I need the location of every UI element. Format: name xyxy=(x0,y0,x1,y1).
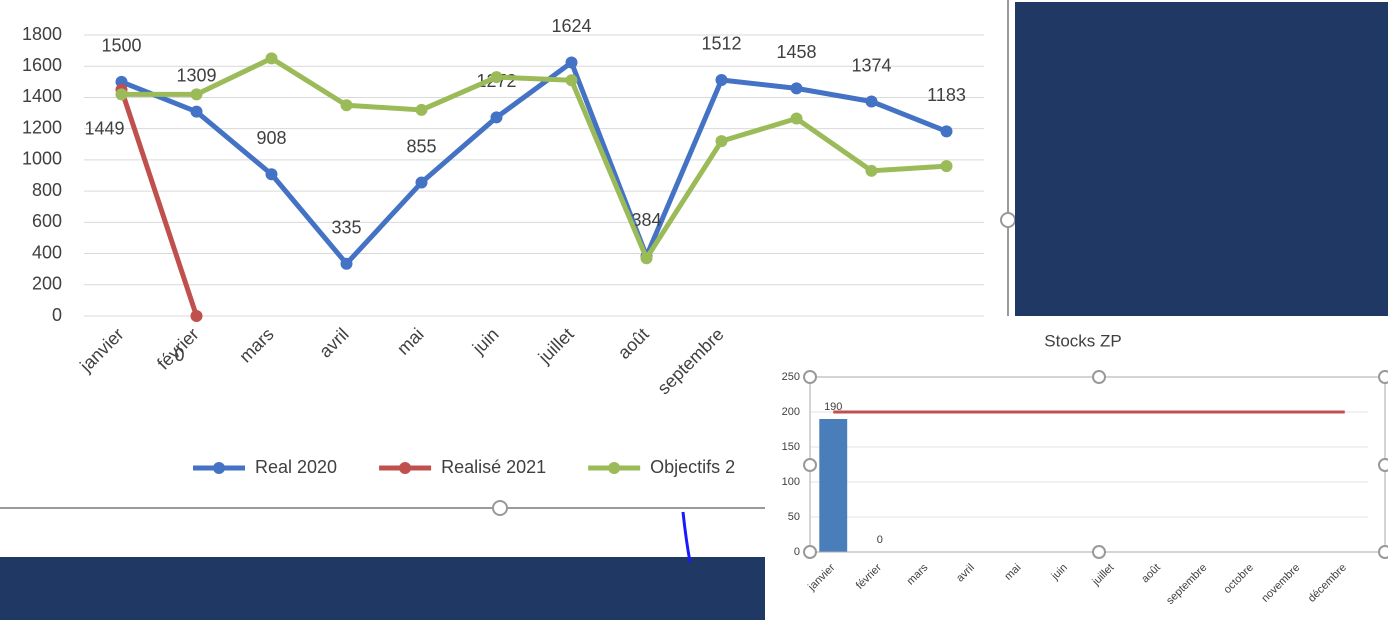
y-tick-label: 100 xyxy=(782,476,800,488)
handle[interactable] xyxy=(1092,370,1106,384)
y-tick-label: 1600 xyxy=(22,55,62,75)
data-label: 1183 xyxy=(927,85,966,105)
y-tick-label: 50 xyxy=(788,511,800,523)
legend-marker xyxy=(213,462,225,474)
legend-marker xyxy=(399,462,412,474)
marker xyxy=(340,257,353,270)
handle[interactable] xyxy=(1378,370,1388,384)
y-tick-label: 200 xyxy=(782,406,800,418)
marker xyxy=(115,88,128,101)
handle[interactable] xyxy=(803,458,817,472)
data-label: 1512 xyxy=(701,34,741,54)
marker xyxy=(715,73,728,86)
marker xyxy=(790,112,803,125)
y-tick-label: 0 xyxy=(794,546,800,558)
marker xyxy=(265,168,278,181)
y-tick-label: 250 xyxy=(782,371,800,383)
data-label: 1500 xyxy=(101,36,141,56)
handle[interactable] xyxy=(1000,212,1016,228)
marker xyxy=(565,56,578,69)
chart-title: Stocks ZP xyxy=(1044,331,1121,350)
marker xyxy=(640,252,653,265)
y-tick-label: 1000 xyxy=(22,149,62,169)
marker xyxy=(940,160,953,173)
y-tick-label: 1400 xyxy=(22,86,62,106)
legend-marker xyxy=(608,462,621,474)
y-tick-label: 0 xyxy=(52,305,62,325)
data-label: 1449 xyxy=(84,119,124,139)
y-tick-label: 600 xyxy=(32,211,62,231)
data-label: 855 xyxy=(406,136,436,156)
marker xyxy=(415,103,428,116)
marker xyxy=(190,310,203,322)
marker xyxy=(490,111,503,124)
marker xyxy=(865,95,878,108)
bar xyxy=(819,419,848,552)
data-label: 335 xyxy=(331,217,361,237)
marker xyxy=(565,74,578,87)
handle[interactable] xyxy=(1378,458,1388,472)
handles xyxy=(803,370,1388,559)
dark-panel xyxy=(0,557,765,620)
x-tick-label: mai xyxy=(393,324,428,359)
data-label: 1458 xyxy=(776,42,816,62)
x-tick-label: juin xyxy=(468,324,503,359)
line xyxy=(121,55,947,261)
data-label: 1624 xyxy=(551,16,591,36)
y-tick-label: 1200 xyxy=(22,117,62,137)
x-tick-label: avril xyxy=(315,324,352,361)
line xyxy=(119,89,199,317)
marker xyxy=(490,71,503,84)
ink-stroke xyxy=(681,511,692,563)
data-label: 0 xyxy=(877,534,883,546)
data-label: 1309 xyxy=(176,65,216,85)
x-tick-label: janvier xyxy=(75,324,127,376)
marker xyxy=(190,88,203,101)
marker xyxy=(790,82,803,95)
y-tick-label: 1800 xyxy=(22,24,62,44)
marker xyxy=(940,125,953,138)
y-tick-label: 150 xyxy=(782,441,800,453)
x-tick-label: mars xyxy=(235,324,277,366)
x-tick-label: septembre xyxy=(653,324,727,398)
legend-label: Realisé 2021 xyxy=(441,457,546,477)
handle[interactable] xyxy=(492,500,508,516)
data-label: 0 xyxy=(174,345,184,365)
marker xyxy=(715,135,728,148)
dark-panel xyxy=(1015,2,1388,316)
data-label: 908 xyxy=(256,128,286,148)
y-tick-label: 800 xyxy=(32,180,62,200)
marker xyxy=(265,52,278,65)
handle[interactable] xyxy=(1378,545,1388,559)
handle[interactable] xyxy=(803,370,817,384)
chart-panel xyxy=(765,318,1388,620)
line xyxy=(120,59,948,267)
handle[interactable] xyxy=(803,545,817,559)
data-label: 384 xyxy=(631,210,661,230)
x-tick-label: août xyxy=(614,324,653,363)
handle[interactable] xyxy=(1092,545,1106,559)
legend-label: Real 2020 xyxy=(255,457,337,477)
legend-label: Objectifs 2 xyxy=(650,457,735,477)
data-label: 190 xyxy=(824,401,842,413)
marker xyxy=(340,99,353,112)
x-tick-label: juillet xyxy=(534,324,578,368)
marker xyxy=(865,164,878,177)
marker xyxy=(190,105,203,118)
data-label: 1374 xyxy=(851,55,891,75)
marker xyxy=(415,176,428,189)
y-tick-label: 400 xyxy=(32,242,62,262)
y-tick-label: 200 xyxy=(32,274,62,294)
